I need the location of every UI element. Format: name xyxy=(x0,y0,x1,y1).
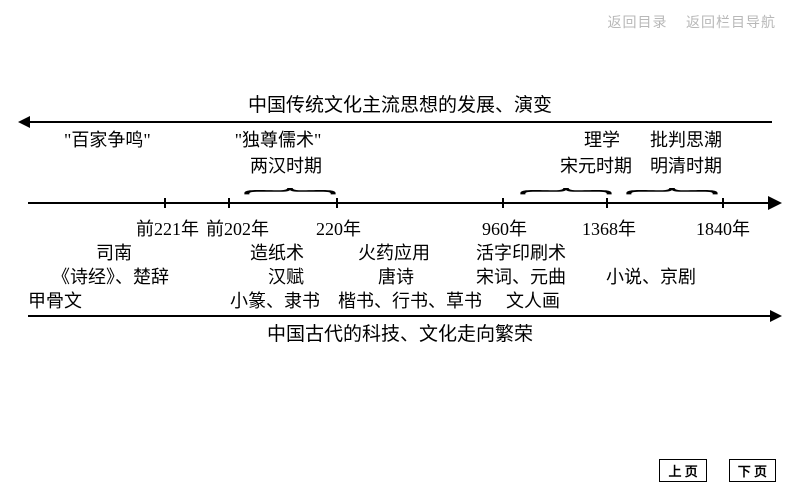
tech-gunpowder: 火药应用 xyxy=(358,239,430,265)
tech-paper: 造纸术 xyxy=(250,239,304,265)
lit-songci: 宋词、元曲 xyxy=(476,263,566,289)
lower-divider xyxy=(28,315,772,317)
tech-printing: 活字印刷术 xyxy=(476,239,566,265)
arrow-left-icon xyxy=(18,116,30,128)
brace-icon: ︷ xyxy=(624,179,720,191)
nav-back-index[interactable]: 返回目录 xyxy=(608,16,668,31)
script-jiaguwen: 甲骨文 xyxy=(28,287,82,313)
year-220: 220年 xyxy=(316,215,361,241)
lit-shijing: 《诗经》、楚辞 xyxy=(52,263,169,289)
prev-page-button[interactable]: 上 页 xyxy=(659,459,706,482)
bottom-title: 中国古代的科技、文化走向繁荣 xyxy=(28,319,772,346)
script-row: 甲骨文 小篆、隶书 楷书、行书、草书 文人画 xyxy=(28,287,772,311)
tech-sinan: 司南 xyxy=(96,239,132,265)
school-pipan: 批判思潮 xyxy=(650,127,722,153)
arrow-right-icon xyxy=(770,310,782,322)
year-202bc: 前202年 xyxy=(206,215,269,241)
year-1840: 1840年 xyxy=(696,215,750,241)
script-kaishu: 楷书、行书、草书 xyxy=(338,287,482,313)
lit-tangshi: 唐诗 xyxy=(378,263,414,289)
school-lixue: 理学 xyxy=(584,127,620,153)
lit-novel: 小说、京剧 xyxy=(606,263,696,289)
year-1368: 1368年 xyxy=(582,215,636,241)
literature-row: 《诗经》、楚辞 汉赋 唐诗 宋词、元曲 小说、京剧 xyxy=(28,263,772,287)
timeline-diagram: 中国传统文化主流思想的发展、演变 "百家争鸣" "独尊儒术" 理学 批判思潮 两… xyxy=(28,90,772,346)
year-960: 960年 xyxy=(482,215,527,241)
brace-icon: ︷ xyxy=(242,179,338,191)
brace-icon: ︷ xyxy=(518,179,614,191)
nav-back-column[interactable]: 返回栏目导航 xyxy=(686,16,776,31)
school-rushu: "独尊儒术" xyxy=(235,127,322,153)
school-baijia: "百家争鸣" xyxy=(64,127,151,153)
script-xiaozhuan: 小篆、隶书 xyxy=(230,287,320,313)
tech-row: 司南 造纸术 火药应用 活字印刷术 xyxy=(28,239,772,263)
timeline-axis xyxy=(28,193,772,213)
script-wenrenhua: 文人画 xyxy=(506,287,560,313)
top-nav: 返回目录 返回栏目导航 xyxy=(594,12,777,32)
pager: 上 页 下 页 xyxy=(641,459,776,482)
top-title: 中国传统文化主流思想的发展、演变 xyxy=(28,90,772,117)
year-221bc: 前221年 xyxy=(136,215,199,241)
arrow-right-icon xyxy=(768,196,782,210)
brace-row-top: ︷ ︷ ︷ xyxy=(28,179,772,191)
schools-row: "百家争鸣" "独尊儒术" 理学 批判思潮 xyxy=(28,127,772,153)
upper-divider xyxy=(28,121,772,123)
year-labels: 前221年 前202年 220年 960年 1368年 1840年 xyxy=(28,215,772,239)
next-page-button[interactable]: 下 页 xyxy=(729,459,776,482)
lit-hanfu: 汉赋 xyxy=(268,263,304,289)
